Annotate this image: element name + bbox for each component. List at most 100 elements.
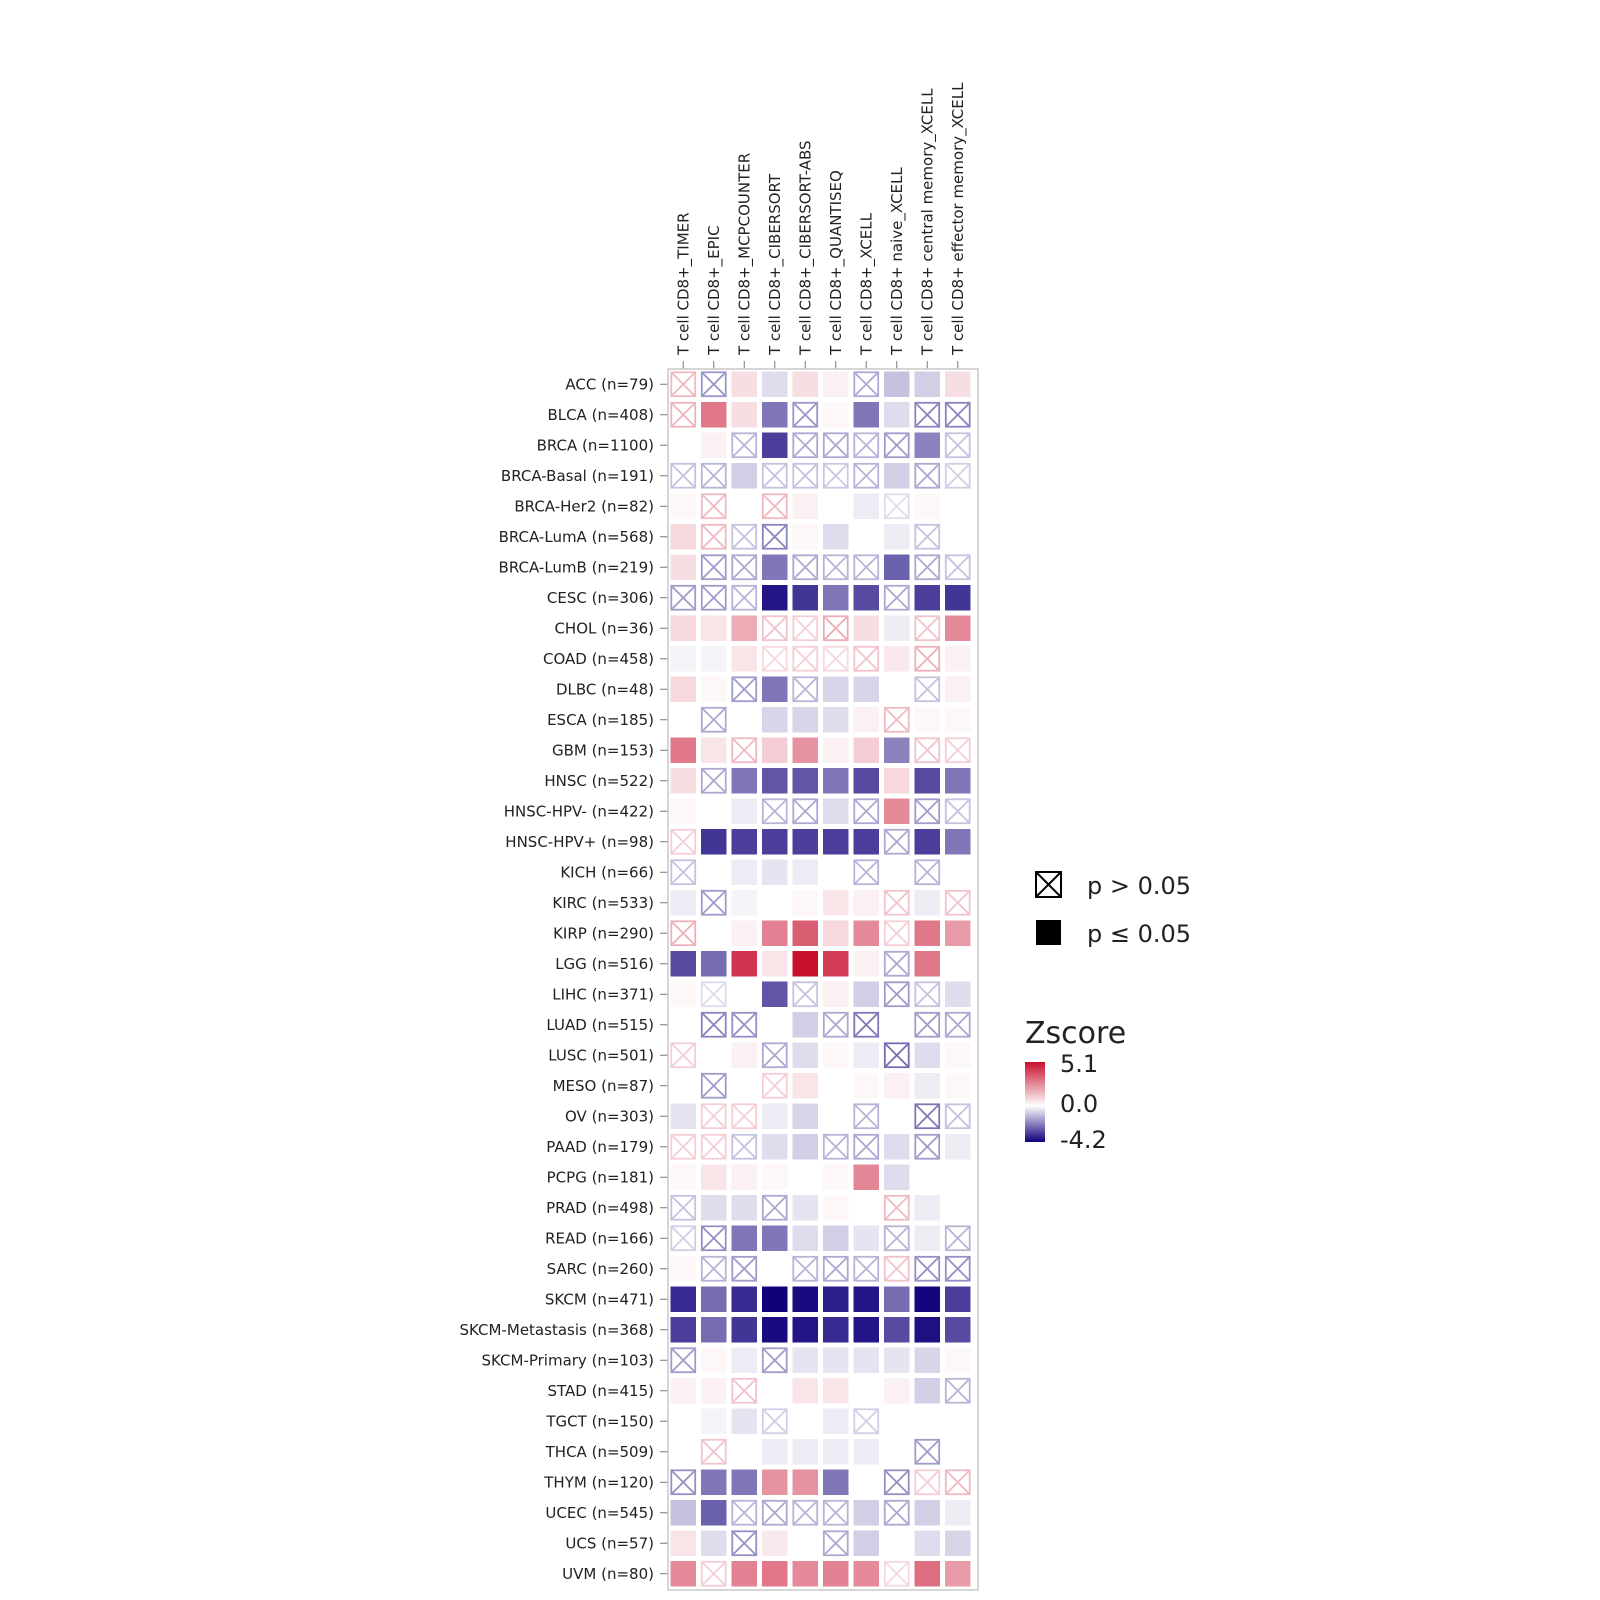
heatmap-cell-ns xyxy=(761,1347,788,1374)
heatmap-cell-ns xyxy=(761,1499,788,1526)
row-label: KICH (n=66) xyxy=(560,863,654,881)
heatmap-cell xyxy=(853,1469,879,1495)
row-label: BRCA-LumA (n=568) xyxy=(499,528,654,546)
heatmap-cell-ns xyxy=(822,1255,849,1282)
heatmap-cell-ns xyxy=(944,798,971,825)
heatmap-cell-ns xyxy=(883,1194,910,1221)
heatmap-cell xyxy=(762,890,788,916)
row-label: SARC (n=260) xyxy=(547,1260,654,1278)
heatmap-cell xyxy=(762,1286,788,1312)
heatmap-cell xyxy=(762,829,788,855)
heatmap-cell xyxy=(945,981,971,1007)
heatmap-cell-ns xyxy=(670,1347,697,1374)
heatmap-cell-ns xyxy=(761,462,788,489)
heatmap-cell-ns xyxy=(853,645,880,672)
row-label: CHOL (n=36) xyxy=(554,619,654,637)
heatmap-cell xyxy=(945,951,971,977)
heatmap-cell-ns xyxy=(914,645,941,672)
heatmap-cell xyxy=(914,1286,940,1312)
row-label: HNSC-HPV- (n=422) xyxy=(504,802,654,820)
heatmap-cell xyxy=(884,554,910,580)
heatmap-cell-ns xyxy=(883,584,910,611)
heatmap-cell xyxy=(792,1134,818,1160)
heatmap-cell-ns xyxy=(731,1011,758,1038)
heatmap-cell xyxy=(884,1530,910,1556)
heatmap-cell xyxy=(945,1195,971,1221)
heatmap-cell xyxy=(823,737,849,763)
heatmap-cell-ns xyxy=(883,828,910,855)
heatmap-cell-ns xyxy=(822,615,849,642)
heatmap-cell xyxy=(884,463,910,489)
row-label: UCEC (n=545) xyxy=(545,1504,654,1522)
heatmap-cell xyxy=(762,1530,788,1556)
heatmap-cell xyxy=(731,615,757,641)
heatmap-cell xyxy=(670,707,696,733)
heatmap-cell xyxy=(701,432,727,458)
heatmap-cell xyxy=(945,1134,971,1160)
heatmap-cell xyxy=(945,1164,971,1190)
heatmap-cell xyxy=(945,768,971,794)
row-label: OV (n=303) xyxy=(565,1107,654,1125)
heatmap-cell xyxy=(762,1378,788,1404)
heatmap-cell-ns xyxy=(792,981,819,1008)
heatmap-cell-ns xyxy=(822,432,849,459)
heatmap-cell xyxy=(884,1347,910,1373)
heatmap-cell-ns xyxy=(853,432,880,459)
column-label: T cell CD8+ central memory_XCELL xyxy=(918,88,937,356)
heatmap-cell xyxy=(884,676,910,702)
heatmap-cell-ns xyxy=(700,1103,727,1130)
heatmap-cell-ns xyxy=(914,737,941,764)
heatmap-cell xyxy=(701,920,727,946)
heatmap-cell xyxy=(945,524,971,550)
heatmap-cell xyxy=(792,707,818,733)
heatmap-cell-ns xyxy=(883,1225,910,1252)
heatmap-cell xyxy=(914,1042,940,1068)
heatmap-cell xyxy=(853,1500,879,1526)
heatmap-cell xyxy=(670,1012,696,1038)
heatmap-cell xyxy=(792,1103,818,1129)
heatmap-cell xyxy=(792,1012,818,1038)
heatmap-cell xyxy=(762,676,788,702)
heatmap-cell xyxy=(853,737,879,763)
heatmap-cell xyxy=(884,1317,910,1343)
heatmap-cell xyxy=(823,1164,849,1190)
row-label: ESCA (n=185) xyxy=(547,711,654,729)
heatmap-cell-ns xyxy=(944,737,971,764)
heatmap-cell xyxy=(823,1439,849,1465)
heatmap-cell-ns xyxy=(944,1377,971,1404)
heatmap-cell xyxy=(823,829,849,855)
heatmap-cell xyxy=(884,1073,910,1099)
heatmap-cell-ns xyxy=(914,1438,941,1465)
heatmap-cell xyxy=(853,1042,879,1068)
heatmap-cell xyxy=(945,920,971,946)
heatmap-cell-ns xyxy=(944,462,971,489)
heatmap-cell xyxy=(670,1317,696,1343)
heatmap-cell xyxy=(731,890,757,916)
heatmap-cell xyxy=(701,1500,727,1526)
row-label: LGG (n=516) xyxy=(555,955,654,973)
heatmap-cell xyxy=(762,737,788,763)
heatmap-cell xyxy=(853,615,879,641)
heatmap-cell xyxy=(792,1378,818,1404)
heatmap-cell xyxy=(762,859,788,885)
heatmap-cell xyxy=(670,890,696,916)
row-label: BRCA (n=1100) xyxy=(537,436,654,454)
heatmap-cell xyxy=(884,1439,910,1465)
heatmap-cell xyxy=(701,859,727,885)
heatmap-cell xyxy=(731,1164,757,1190)
heatmap-cell xyxy=(853,1073,879,1099)
heatmap-cell xyxy=(823,768,849,794)
heatmap-cell xyxy=(792,1469,818,1495)
heatmap-cell-ns xyxy=(944,1225,971,1252)
heatmap-cell xyxy=(823,1042,849,1068)
heatmap-cell xyxy=(701,798,727,824)
heatmap-cell xyxy=(884,1378,910,1404)
heatmap-cell xyxy=(701,646,727,672)
heatmap-cell xyxy=(823,1195,849,1221)
heatmap-cell xyxy=(762,1561,788,1587)
heatmap-cell-ns xyxy=(914,1011,941,1038)
heatmap-cell xyxy=(914,1561,940,1587)
heatmap-cell xyxy=(762,432,788,458)
heatmap-cell-ns xyxy=(914,1133,941,1160)
heatmap-cell xyxy=(731,1195,757,1221)
